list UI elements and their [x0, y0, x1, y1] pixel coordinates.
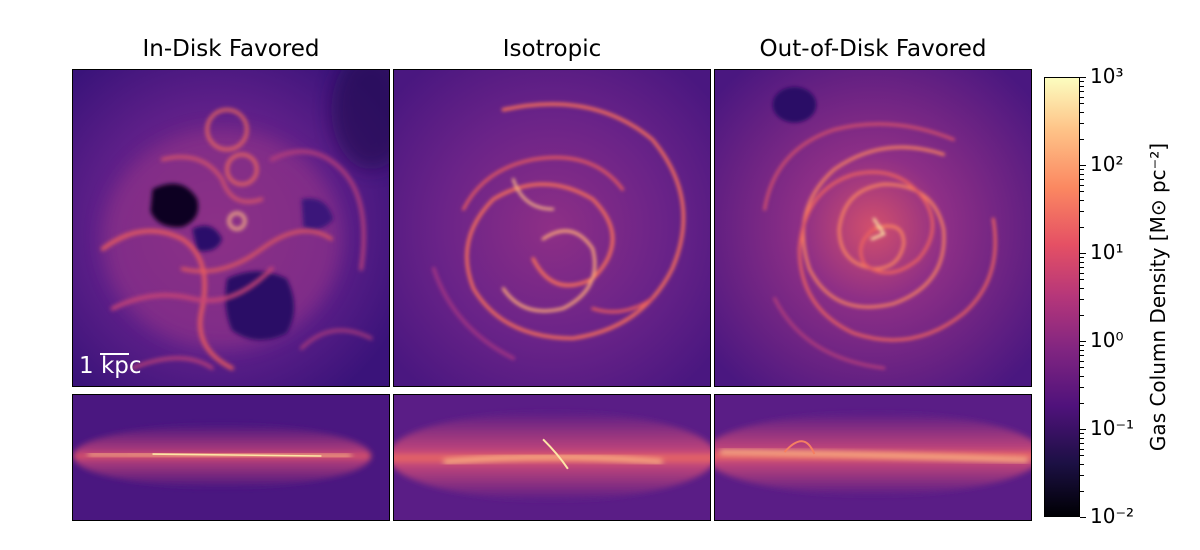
- colorbar-minor-tick: [1080, 314, 1084, 316]
- title-in-disk-favored: In-Disk Favored: [142, 36, 320, 62]
- colorbar-minor-tick: [1080, 437, 1084, 439]
- colorbar-tick-label: 10⁰: [1090, 328, 1124, 352]
- panel-isotropic-edge-on: [393, 394, 711, 521]
- colorbar-tick: [1080, 429, 1086, 431]
- colorbar-tick: [1080, 77, 1086, 79]
- colorbar-minor-tick: [1080, 112, 1084, 114]
- colorbar-tick-label: 10¹: [1090, 240, 1124, 264]
- colorbar-minor-tick: [1080, 402, 1084, 404]
- colorbar-minor-tick: [1080, 211, 1084, 212]
- title-out-of-disk-favored: Out-of-Disk Favored: [759, 36, 987, 62]
- panel-out-of-disk-edge-on: [714, 394, 1032, 521]
- colorbar-tick: [1080, 165, 1086, 167]
- colorbar-minor-tick: [1080, 345, 1084, 347]
- colorbar-minor-tick: [1080, 81, 1084, 83]
- panel-in-disk-edge-on: [72, 394, 390, 521]
- colorbar-minor-tick: [1080, 464, 1084, 466]
- colorbar-label: Gas Column Density [M⊙ pc⁻²]: [1146, 142, 1170, 452]
- title-isotropic: Isotropic: [502, 36, 602, 62]
- colorbar-minor-tick: [1080, 272, 1084, 274]
- colorbar-minor-tick: [1080, 279, 1084, 281]
- colorbar-tick-label: 10⁻¹: [1090, 416, 1135, 440]
- panel-isotropic-face-on: [393, 69, 711, 387]
- colorbar-minor-tick: [1080, 433, 1084, 435]
- scale-bar-line: [100, 353, 129, 355]
- colorbar-tick-label: 10³: [1090, 64, 1124, 88]
- colorbar-minor-tick: [1080, 138, 1084, 140]
- panel-out-of-disk-face-on: [714, 69, 1032, 387]
- scale-bar-label: 1 kpc: [79, 353, 142, 379]
- colorbar-minor-tick: [1080, 191, 1084, 193]
- colorbar-tick-label: 10⁻²: [1090, 504, 1135, 528]
- colorbar-minor-tick: [1080, 123, 1084, 124]
- colorbar-minor-tick: [1080, 169, 1084, 171]
- colorbar-minor-tick: [1080, 90, 1084, 92]
- colorbar: [1044, 77, 1080, 517]
- colorbar-tick: [1080, 517, 1086, 519]
- colorbar-minor-tick: [1080, 442, 1084, 444]
- colorbar-minor-tick: [1080, 448, 1084, 450]
- colorbar-minor-tick: [1080, 85, 1084, 87]
- colorbar-minor-tick: [1080, 376, 1084, 378]
- colorbar-tick-label: 10²: [1090, 152, 1124, 176]
- panel-in-disk-face-on: [72, 69, 390, 387]
- colorbar-minor-tick: [1080, 200, 1084, 202]
- colorbar-minor-tick: [1080, 367, 1084, 369]
- colorbar-minor-tick: [1080, 490, 1084, 492]
- colorbar-minor-tick: [1080, 103, 1084, 105]
- colorbar-minor-tick: [1080, 475, 1084, 476]
- colorbar-minor-tick: [1080, 226, 1084, 228]
- colorbar-tick: [1080, 253, 1086, 255]
- colorbar-minor-tick: [1080, 266, 1084, 268]
- colorbar-minor-tick: [1080, 354, 1084, 356]
- colorbar-minor-tick: [1080, 261, 1084, 263]
- colorbar-minor-tick: [1080, 360, 1084, 362]
- colorbar-minor-tick: [1080, 173, 1084, 175]
- colorbar-minor-tick: [1080, 299, 1084, 300]
- colorbar-minor-tick: [1080, 184, 1084, 186]
- colorbar-tick: [1080, 341, 1086, 343]
- colorbar-minor-tick: [1080, 178, 1084, 180]
- colorbar-minor-tick: [1080, 257, 1084, 259]
- colorbar-minor-tick: [1080, 288, 1084, 290]
- colorbar-minor-tick: [1080, 387, 1084, 388]
- colorbar-minor-tick: [1080, 455, 1084, 457]
- colorbar-minor-tick: [1080, 96, 1084, 98]
- colorbar-minor-tick: [1080, 349, 1084, 351]
